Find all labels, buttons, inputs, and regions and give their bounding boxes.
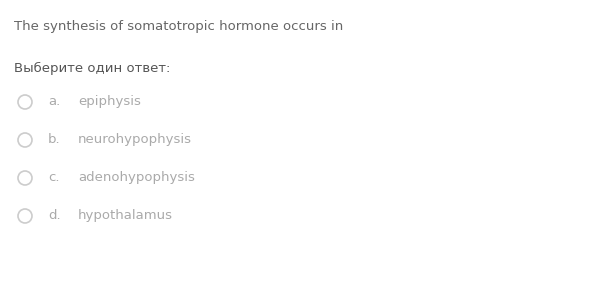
- Text: a.: a.: [48, 95, 60, 108]
- Text: Выберите один ответ:: Выберите один ответ:: [14, 62, 170, 75]
- Text: The synthesis of somatotropic hormone occurs in: The synthesis of somatotropic hormone oc…: [14, 20, 343, 33]
- Text: c.: c.: [48, 171, 59, 184]
- Text: neurohypophysis: neurohypophysis: [78, 133, 192, 146]
- Text: epiphysis: epiphysis: [78, 95, 141, 108]
- Text: d.: d.: [48, 209, 61, 222]
- Text: b.: b.: [48, 133, 61, 146]
- Text: hypothalamus: hypothalamus: [78, 209, 173, 222]
- Text: adenohypophysis: adenohypophysis: [78, 171, 195, 184]
